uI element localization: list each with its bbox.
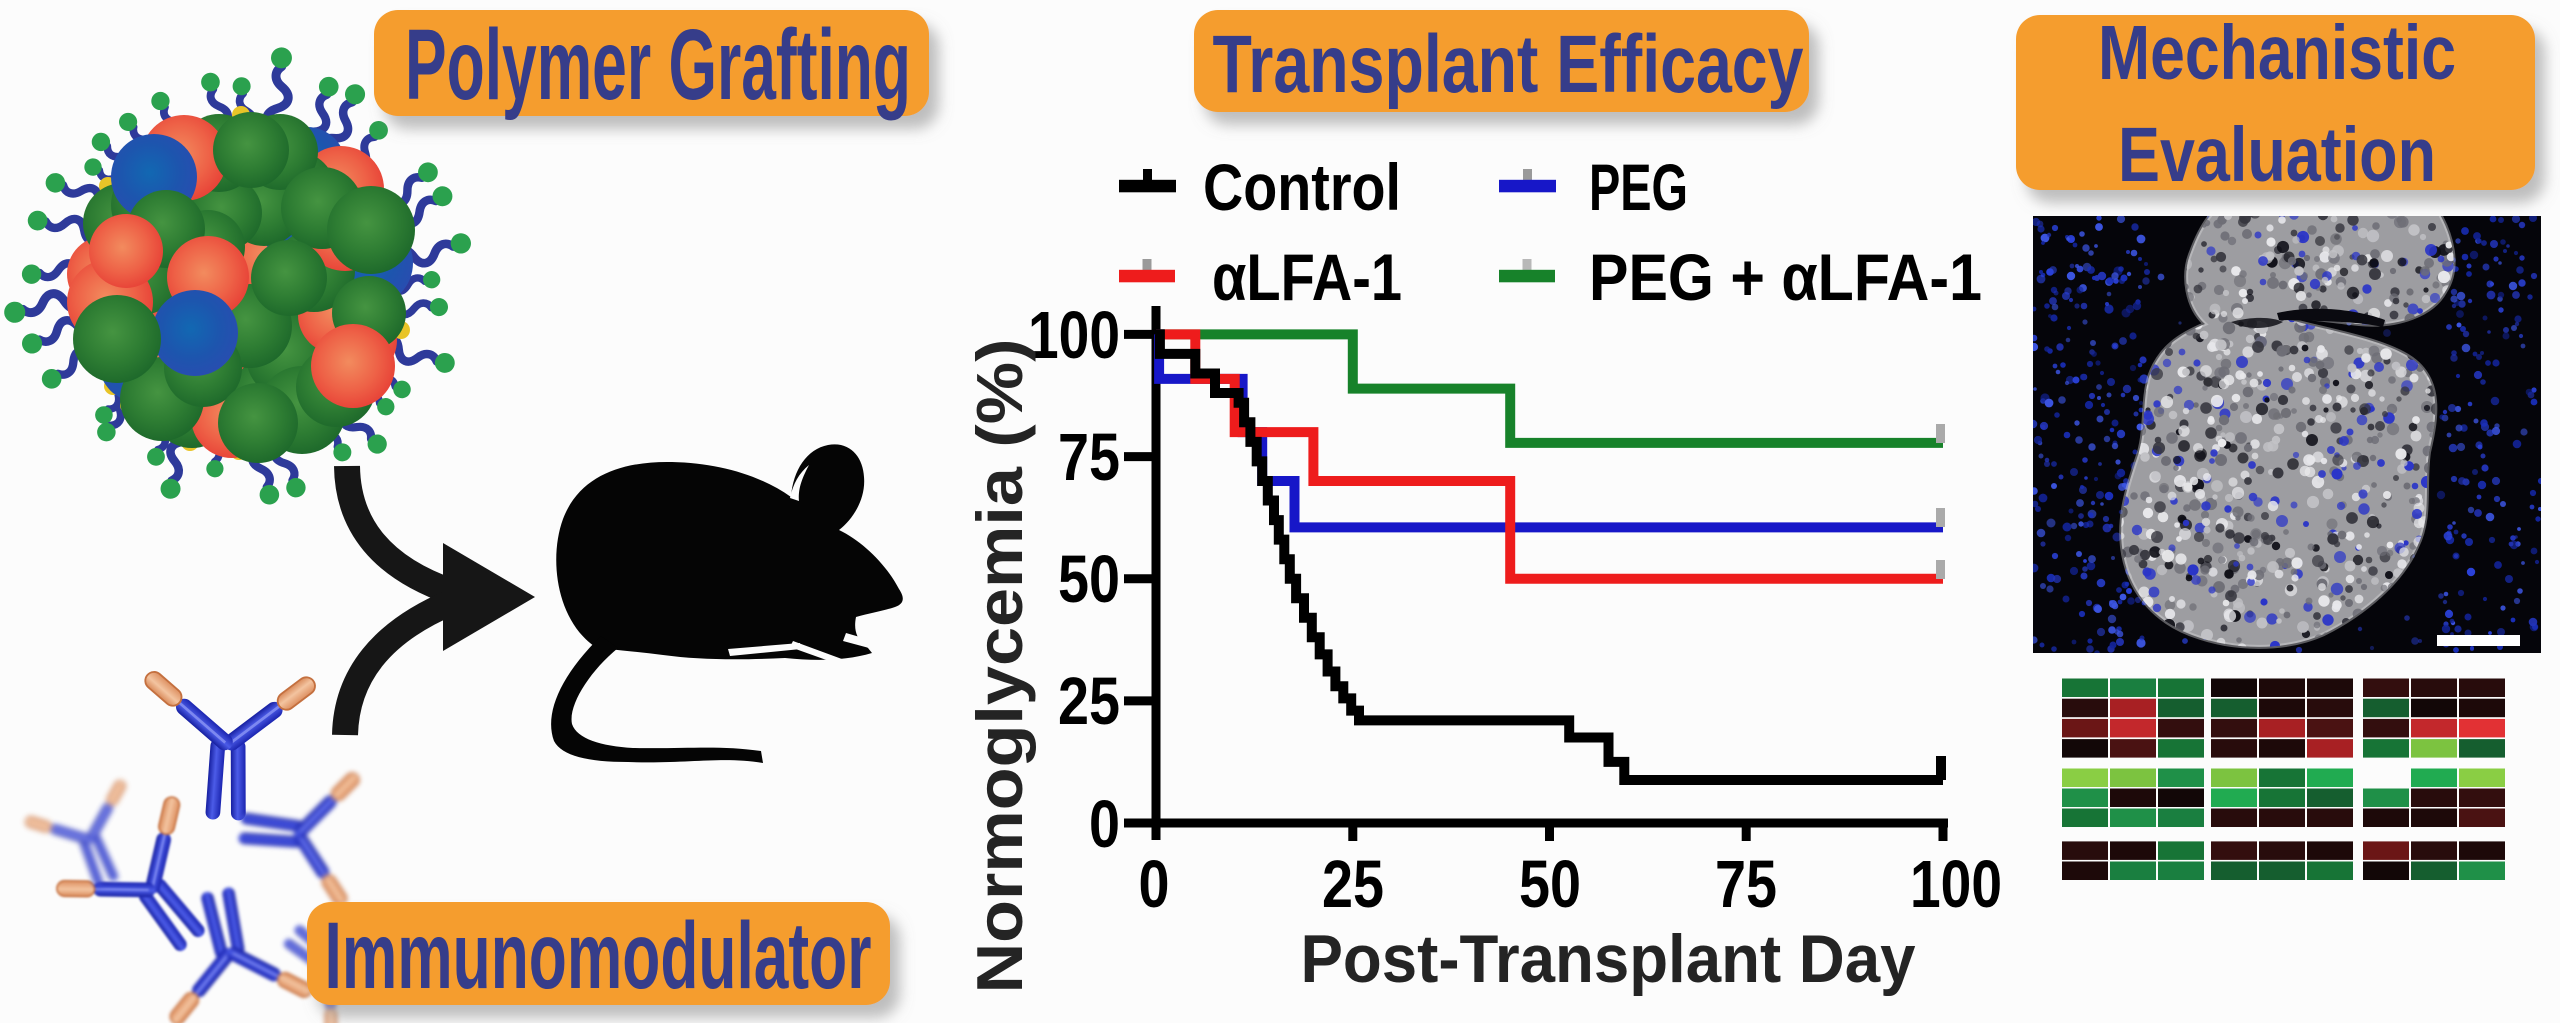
svg-text:αLFA-1: αLFA-1 — [1212, 240, 1402, 314]
svg-text:0: 0 — [1139, 847, 1170, 922]
svg-text:100: 100 — [1910, 847, 2002, 922]
svg-text:Post-Transplant Day: Post-Transplant Day — [1301, 921, 1916, 997]
svg-text:Normoglycemia (%): Normoglycemia (%) — [963, 339, 1036, 994]
svg-text:PEG: PEG — [1589, 150, 1688, 224]
svg-text:0: 0 — [1089, 787, 1120, 862]
svg-text:Evaluation: Evaluation — [2118, 112, 2436, 198]
svg-text:Immunomodulator: Immunomodulator — [325, 903, 872, 1009]
svg-text:75: 75 — [1058, 420, 1120, 495]
svg-text:75: 75 — [1715, 847, 1777, 922]
svg-text:50: 50 — [1058, 542, 1120, 617]
svg-text:50: 50 — [1519, 847, 1581, 922]
svg-text:25: 25 — [1058, 664, 1120, 739]
svg-text:100: 100 — [1028, 298, 1120, 373]
svg-text:Mechanistic: Mechanistic — [2098, 10, 2456, 96]
svg-text:PEG + αLFA-1: PEG + αLFA-1 — [1589, 240, 1982, 314]
svg-text:Control: Control — [1203, 150, 1401, 224]
svg-text:Transplant Efficacy: Transplant Efficacy — [1213, 19, 1804, 110]
svg-text:25: 25 — [1322, 847, 1384, 922]
svg-text:Polymer Grafting: Polymer Grafting — [405, 9, 911, 121]
